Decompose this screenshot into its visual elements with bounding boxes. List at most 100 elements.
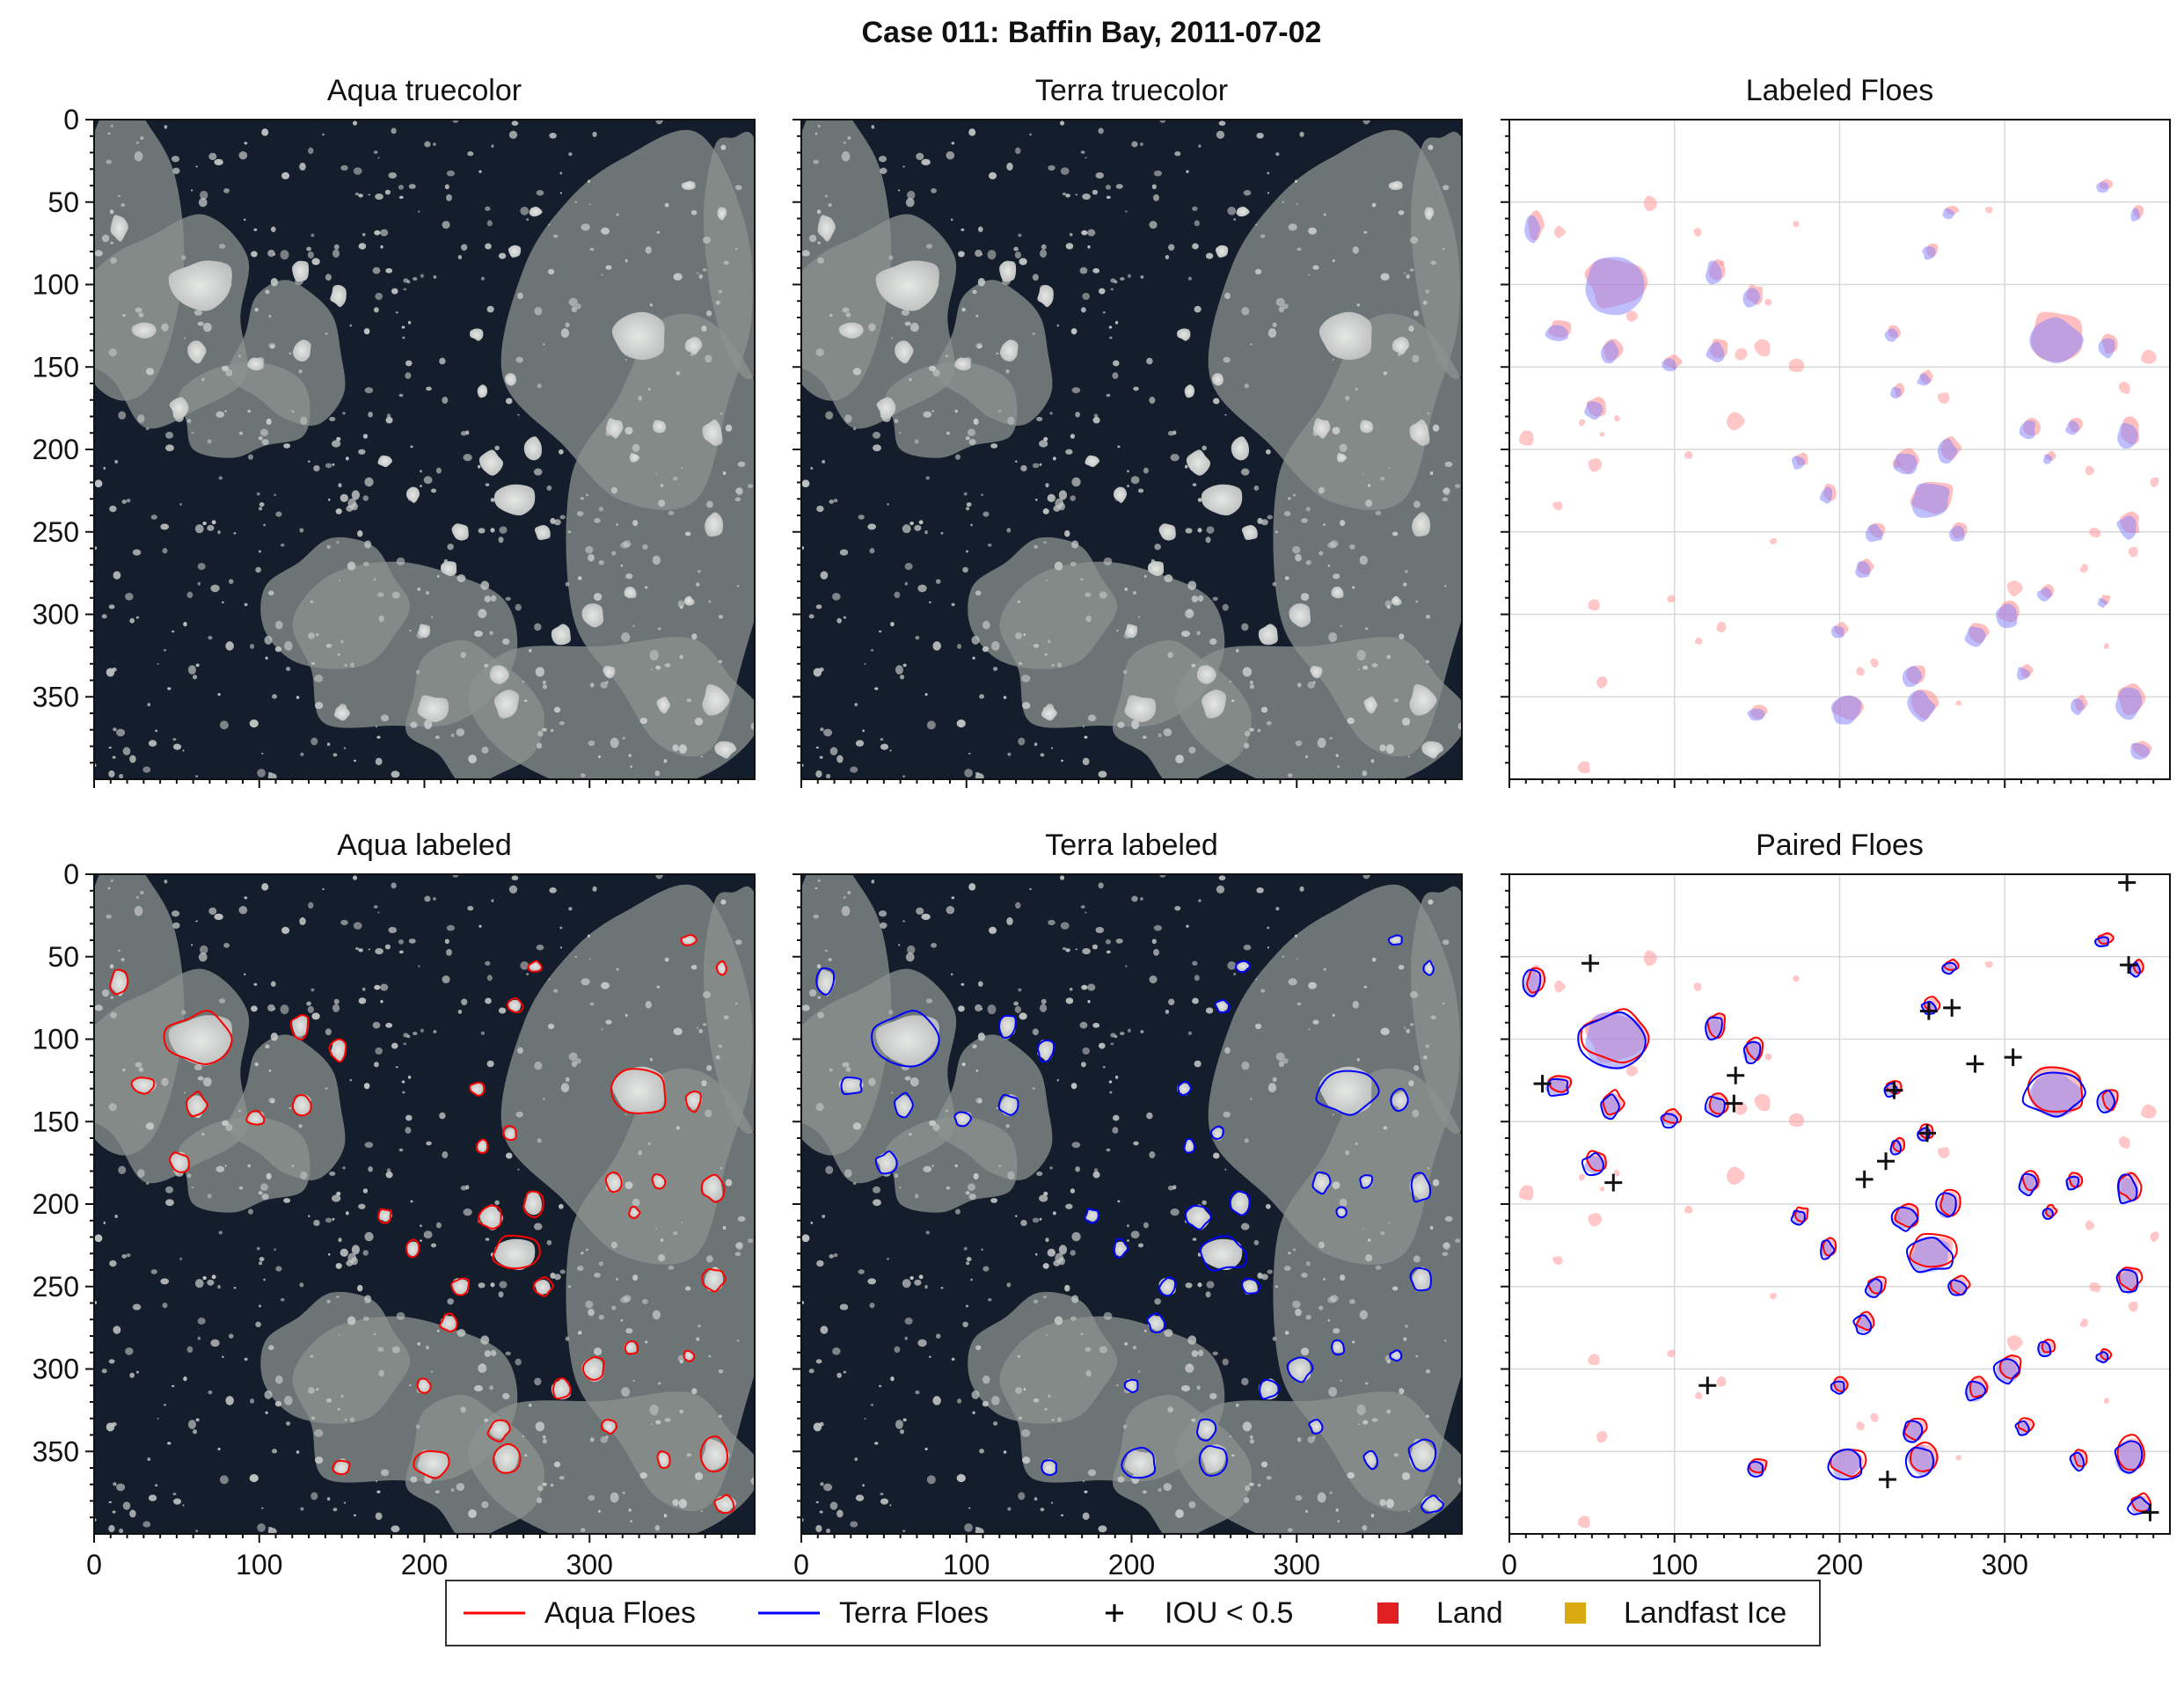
ice-fragment [868,323,876,332]
ice-fragment [1048,919,1055,926]
ice-fragment [444,938,449,945]
legend-label: IOU < 0.5 [1165,1596,1293,1630]
ice-fragment [921,913,931,921]
ice-fragment [998,1164,1002,1168]
ice-fragment [1371,1418,1378,1422]
legend-label: Land [1436,1596,1503,1630]
ice-floe [247,357,264,371]
unmatched-floe [2141,349,2157,364]
ice-fragment [306,1001,311,1006]
ice-fragment [485,243,492,250]
ice-fragment [894,591,901,599]
ice-fragment [187,1420,196,1429]
ice-floe [1158,523,1176,541]
ice-fragment [1198,144,1202,148]
ice-fragment [870,1404,874,1406]
ice-fragment [217,692,221,697]
ice-fragment [734,939,742,945]
ice-fragment [183,622,187,627]
ice-fragment [398,185,405,190]
ice-fragment [537,1138,542,1143]
ice-fragment [718,1369,724,1374]
ice-fragment [864,1418,866,1420]
ice-fragment [916,907,924,916]
ice-fragment [181,1010,186,1015]
ice-floe [1412,512,1430,537]
ice-fragment [1339,1198,1348,1208]
ice-fragment [923,411,932,418]
ice-fragment [1192,1237,1197,1241]
ice-fragment [842,307,850,313]
ice-fragment [331,1194,341,1202]
ice-fragment [274,646,282,653]
ice-fragment [989,926,997,934]
ice-fragment [280,250,289,260]
ice-fragment [373,1062,379,1068]
ice-fragment [902,524,911,534]
ice-fragment [625,259,628,263]
ice-fragment [522,681,525,683]
ice-fragment [1327,564,1331,567]
ice-fragment [197,563,206,570]
ice-floe [611,311,665,361]
ice-fragment [673,477,678,481]
y-tick-label: 250 [33,516,79,548]
ice-fragment [1188,1500,1196,1508]
terra-floe [1662,358,1676,372]
ice-fragment [658,1254,666,1262]
ice-fragment [581,497,584,500]
ice-floe [702,1173,723,1201]
ice-fragment [878,630,882,633]
ice-fragment [852,1181,857,1186]
ice-fragment [299,916,306,925]
ice-fragment [325,1087,328,1090]
ice-fragment [957,1398,962,1404]
iou-marker [1727,1066,1745,1084]
ice-fragment [1033,643,1040,648]
ice-fragment [125,1347,134,1355]
ice-fragment [1006,916,1013,925]
terra-outline [1905,1237,1954,1274]
floe-outline [522,1190,544,1219]
ice-fragment [433,1030,437,1033]
ice-fragment [250,1398,255,1404]
ice-fragment [270,981,276,987]
ice-fragment [534,1377,542,1386]
ice-fragment [244,142,248,145]
ice-fragment [954,454,961,460]
ice-fragment [817,241,822,245]
aqua-outline [1706,1012,1727,1039]
ice-fragment [491,899,494,902]
ice-fragment [184,1091,186,1094]
ice-fragment [966,502,972,507]
ice-fragment [668,510,675,515]
ice-fragment [588,179,590,183]
ice-fragment [967,1183,975,1191]
ice-fragment [1105,939,1112,945]
ice-fragment [1333,573,1340,580]
x-tick-label: 100 [1651,1549,1698,1581]
ice-fragment [358,997,367,1004]
ice-fragment [1153,924,1162,931]
ice-fragment [1241,1377,1249,1386]
ice-fragment [505,398,513,405]
ice-fragment [854,1457,858,1462]
ice-fragment [94,1234,103,1243]
ice-fragment [813,159,820,164]
ice-fragment [368,412,373,418]
ice-fragment [407,320,412,325]
ice-fragment [1082,1479,1085,1483]
terra-outline [1790,1209,1806,1226]
ice-fragment [326,742,331,747]
ice-fragment [163,649,167,652]
ice-fragment [210,584,220,593]
ice-fragment [155,1484,157,1487]
ice-fragment [274,1375,283,1384]
ice-fragment [280,544,285,547]
ice-fragment [1014,1005,1021,1013]
ice-fragment [328,498,331,501]
ice-fragment [259,428,268,436]
ice-fragment [888,255,894,260]
ice-fragment [129,617,135,624]
terra-floe [1884,328,1898,342]
